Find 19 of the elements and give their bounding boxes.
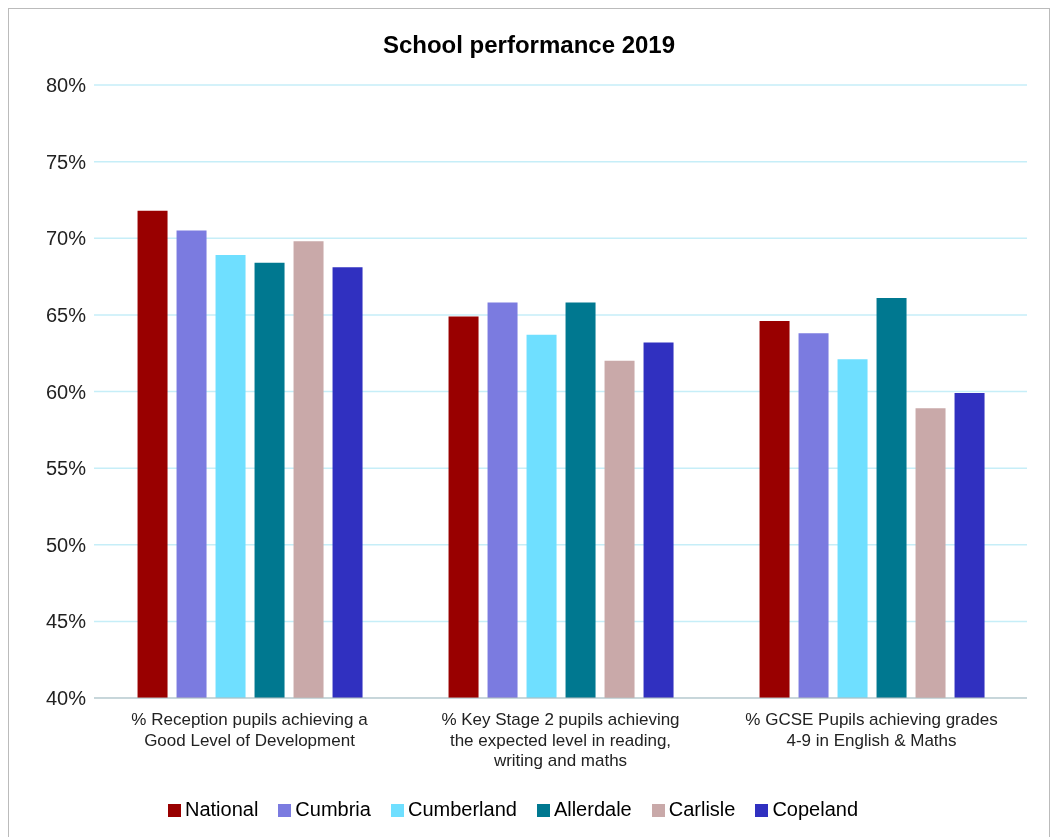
y-tick-label: 70%: [45, 227, 87, 250]
y-tick-label: 65%: [45, 303, 87, 326]
x-tick-label: % Reception pupils achieving a Good Level of Development: [131, 710, 369, 750]
y-tick-label: 75%: [45, 150, 87, 173]
y-tick-label: 45%: [45, 610, 87, 633]
chart-title: School performance 2019: [381, 30, 677, 60]
y-tick-label: 40%: [45, 687, 87, 710]
legend-label: Allerdale: [553, 798, 632, 820]
legend-label: Carlisle: [668, 798, 736, 820]
legend-label: National: [184, 798, 259, 820]
y-tick-label: 50%: [45, 533, 87, 556]
x-tick-label: % GCSE Pupils achieving grades 4-9 in English & Maths: [745, 710, 998, 750]
legend-label: Cumberland: [407, 798, 517, 820]
x-tick-label: % Key Stage 2 pupils achieving the expected level in reading, writing and maths: [441, 710, 680, 771]
y-tick-label: 55%: [45, 457, 87, 480]
y-tick-label: 80%: [45, 74, 87, 97]
legend-label: Copeland: [772, 798, 859, 820]
y-tick-label: 60%: [45, 380, 87, 403]
legend-label: Cumbria: [295, 798, 371, 820]
